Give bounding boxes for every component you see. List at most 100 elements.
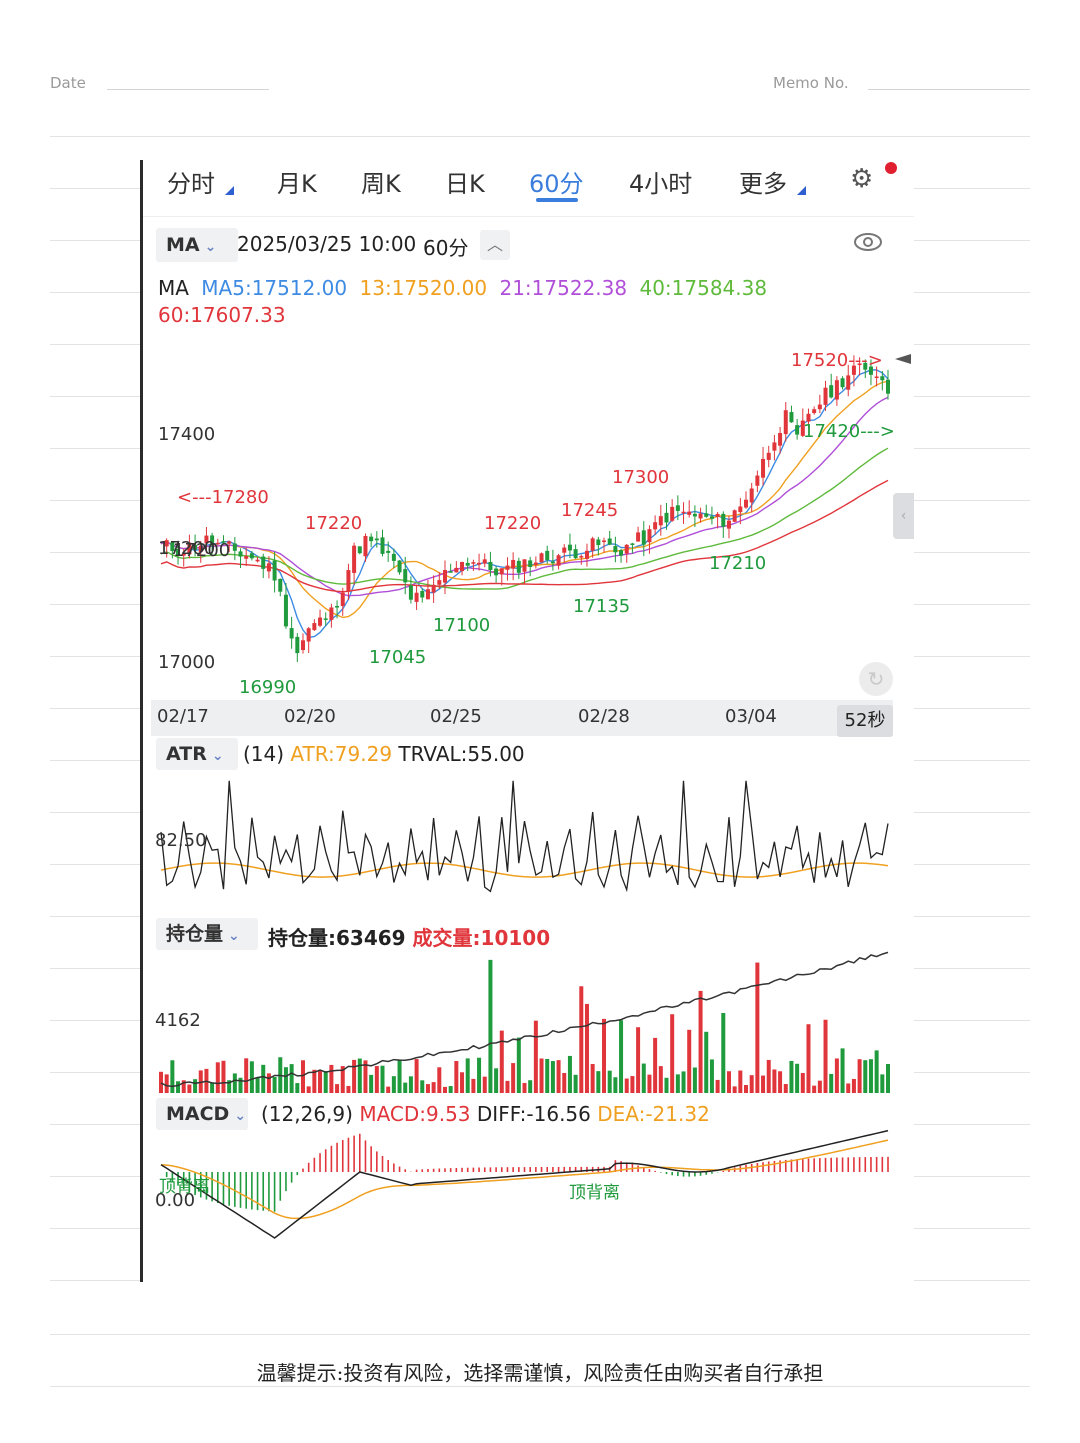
candle-body xyxy=(886,379,890,394)
atr-selector[interactable]: ATR ⌄ xyxy=(156,738,238,770)
dea-value: DEA:-21.32 xyxy=(597,1102,710,1126)
candle-body xyxy=(607,538,612,545)
candle-body xyxy=(289,628,294,639)
tab-monthly[interactable]: 月K xyxy=(277,170,317,198)
last-price-arrow-icon xyxy=(895,354,911,364)
candle-body xyxy=(812,409,817,414)
ruled-line xyxy=(50,1334,1030,1335)
volume-bar xyxy=(653,1037,658,1093)
tab-fenshi[interactable]: 分时 xyxy=(167,170,215,198)
candle-body xyxy=(704,513,709,517)
volume-bar xyxy=(812,1085,817,1093)
ma-legend-label: MA xyxy=(158,276,189,300)
volume-bar xyxy=(408,1076,413,1093)
ma-line-MA5 xyxy=(160,369,889,639)
candle-body xyxy=(522,559,527,572)
volume-bar xyxy=(744,1084,749,1093)
candle-body xyxy=(511,559,516,569)
tab-4hour[interactable]: 4小时 xyxy=(629,170,693,198)
volume-bar xyxy=(266,1073,271,1093)
candle-body xyxy=(670,506,675,521)
candle-body xyxy=(868,366,873,375)
candle-body xyxy=(488,561,493,571)
ma-line-60 xyxy=(160,479,889,593)
kline-chart[interactable]: 17520---> <---17280 17220 17220 17245 17300 17… xyxy=(143,160,914,1282)
price-annotation: 17220 xyxy=(305,513,362,534)
candle-body xyxy=(664,512,669,523)
volume-bar xyxy=(846,1083,851,1093)
ma40-value: 40:17584.38 xyxy=(639,276,768,300)
candle-body xyxy=(414,592,419,602)
chevron-up-icon[interactable]: ︿ xyxy=(480,230,510,260)
open-interest-line xyxy=(160,951,889,1088)
volume-bar xyxy=(556,1060,561,1093)
candle-body xyxy=(164,540,169,547)
volume-bar xyxy=(431,1082,436,1093)
volume-bar xyxy=(545,1058,550,1093)
volume-bar xyxy=(425,1084,430,1093)
volume-bar xyxy=(471,1078,476,1093)
candle-body xyxy=(494,568,499,576)
countdown-timer: 52秒 xyxy=(837,705,893,737)
tab-more[interactable]: 更多 xyxy=(739,170,787,198)
candle-body xyxy=(789,412,794,423)
price-annotation: 17245 xyxy=(561,500,618,521)
macd-params: (12,26,9) xyxy=(261,1102,353,1126)
atr-line xyxy=(160,780,889,893)
candle-body xyxy=(857,363,862,365)
candle-body xyxy=(431,584,436,593)
volume-bar xyxy=(613,1077,618,1093)
chevron-left-icon[interactable]: ‹ xyxy=(893,493,914,539)
volume-bar xyxy=(227,1080,232,1093)
candle-body xyxy=(380,537,385,554)
ma60-value: 60:17607.33 xyxy=(158,303,286,327)
candle-body xyxy=(806,413,811,422)
refresh-icon[interactable]: ↻ xyxy=(859,662,893,696)
volume-bar xyxy=(283,1067,288,1093)
trval-line xyxy=(160,862,889,878)
volume-bar xyxy=(221,1060,226,1093)
atr-values: (14) ATR:79.29 TRVAL:55.00 xyxy=(243,742,525,766)
volume-bar xyxy=(386,1086,391,1093)
date-label: 02/17 xyxy=(157,706,209,727)
chevron-down-icon: ⌄ xyxy=(211,748,224,764)
volume-bar xyxy=(715,1079,720,1093)
tab-60min[interactable]: 60分 xyxy=(529,170,584,198)
candle-body xyxy=(391,553,396,561)
chevron-down-icon: ⌄ xyxy=(234,1108,247,1124)
volume-bar xyxy=(886,1063,890,1093)
candle-body xyxy=(187,542,192,555)
candle-body xyxy=(369,536,374,542)
candle-body xyxy=(726,520,731,529)
atr-name: ATR xyxy=(166,743,207,765)
volume-bar xyxy=(590,1064,595,1093)
ruled-line xyxy=(50,1386,1030,1387)
volume-bar xyxy=(641,1063,646,1093)
volume-bar xyxy=(261,1064,266,1093)
volume-bar xyxy=(670,1014,675,1093)
gear-icon[interactable]: ⚙ xyxy=(850,164,874,194)
candle-body xyxy=(244,556,249,559)
oi-selector[interactable]: 持仓量 ⌄ xyxy=(156,918,258,950)
eye-icon[interactable] xyxy=(853,231,883,253)
price-annotation: 17300 xyxy=(612,467,669,488)
candle-body xyxy=(624,544,629,554)
volume-bar xyxy=(255,1077,260,1093)
indicator-selector[interactable]: MA ⌄ xyxy=(156,228,238,262)
volume-bar xyxy=(806,1024,811,1093)
divergence-note: 顶背离 xyxy=(159,1177,210,1197)
candle-body xyxy=(283,594,288,627)
candle-body xyxy=(295,636,300,654)
tab-weekly[interactable]: 周K xyxy=(361,170,401,198)
dropdown-corner-icon xyxy=(225,186,234,195)
volume-bar xyxy=(817,1080,822,1093)
volume-bar xyxy=(704,1031,709,1093)
tab-daily[interactable]: 日K xyxy=(445,170,485,198)
volume-bar xyxy=(880,1074,885,1093)
candle-body xyxy=(210,535,215,546)
candle-body xyxy=(516,560,521,573)
candle-body xyxy=(749,488,754,503)
period-tab-bar: 分时 月K 周K 日K 60分 4小时 更多 ⚙ xyxy=(143,160,914,217)
macd-selector[interactable]: MACD ⌄ xyxy=(156,1098,248,1130)
candle-body xyxy=(176,549,181,555)
